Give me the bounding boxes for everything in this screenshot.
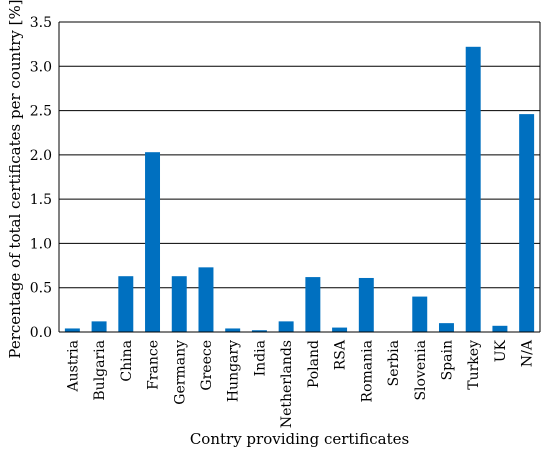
x-tick-label: Slovenia [413, 340, 429, 401]
y-tick-label: 0.5 [30, 281, 52, 297]
y-tick-label: 2.0 [30, 148, 52, 164]
x-tick-label: Turkey [466, 340, 482, 390]
y-tick-label: 2.5 [30, 104, 52, 120]
bar-greece [198, 267, 214, 332]
bar-rsa [332, 327, 348, 332]
y-tick-label: 1.5 [30, 192, 52, 208]
bar-netherlands [278, 321, 294, 332]
y-tick-labels: 0.0 0.5 1.0 1.5 2.0 2.5 3.0 3.5 [30, 15, 52, 341]
bar-hungary [225, 328, 241, 332]
bar-austria [64, 328, 80, 332]
plot-area [59, 22, 540, 332]
x-tick-label: Bulgaria [92, 340, 108, 401]
y-axis-title: Percentage of total certificates per cou… [6, 0, 24, 359]
bars [64, 46, 535, 333]
y-tick-label: 0.0 [30, 325, 52, 341]
bar-uk [492, 325, 508, 332]
bar-slovenia [412, 296, 428, 332]
x-tick-labels: Austria Bulgaria China France Germany Greece H… [65, 339, 535, 428]
x-tick-label: UK [493, 339, 509, 362]
x-tick-label: Poland [306, 340, 322, 388]
x-tick-label: RSA [333, 339, 349, 370]
x-tick-label: Germany [172, 340, 188, 405]
y-tick-label: 3.0 [30, 59, 52, 75]
x-tick-label: India [252, 340, 268, 376]
bar-bulgaria [91, 321, 107, 332]
x-axis-title: Contry providing certificates [190, 430, 409, 448]
bar-china [118, 276, 134, 332]
bar-france [145, 152, 161, 332]
bar-germany [171, 276, 187, 332]
y-tick-label: 3.5 [30, 15, 52, 31]
axes [58, 21, 541, 333]
x-tick-label: Hungary [226, 340, 242, 402]
x-tick-label: Romania [359, 340, 375, 402]
x-tick-label: Netherlands [279, 340, 295, 428]
x-tick-label: France [146, 340, 162, 390]
bar-n-a [519, 114, 535, 332]
bar-poland [305, 277, 321, 332]
x-tick-label: Austria [65, 340, 81, 392]
y-tick-label: 1.0 [30, 236, 52, 252]
bar-india [251, 330, 267, 332]
x-tick-label: Greece [199, 340, 215, 391]
x-tick-label: Spain [439, 340, 455, 380]
x-tick-label: China [119, 340, 135, 382]
bar-romania [358, 277, 374, 332]
bar-spain [438, 323, 454, 332]
x-tick-label: N/A [520, 339, 536, 367]
x-tick-label: Serbia [386, 340, 402, 386]
bar-turkey [465, 46, 481, 333]
